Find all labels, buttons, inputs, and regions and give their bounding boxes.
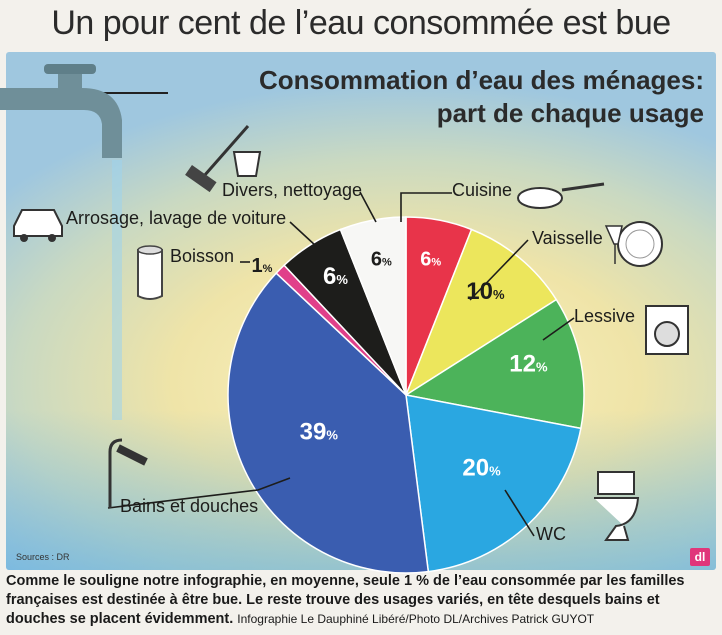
caption-text: Comme le souligne notre infographie, en … [6, 573, 685, 627]
usage-icons [13, 125, 689, 541]
slice-label-lessive: Lessive [574, 306, 635, 326]
slice-value-bains-et-douches: 39% [300, 418, 339, 445]
leader-divers-nettoyage [359, 191, 377, 223]
leader-arrosage-lavage-de-voiture [289, 221, 317, 247]
broom-bucket-icon [185, 125, 262, 193]
sources-note: Sources : DR [16, 552, 70, 562]
washing-machine-icon [645, 305, 689, 355]
plate-glass-icon [604, 221, 663, 267]
faucet-handle [44, 64, 96, 74]
slice-labels: Cuisine Vaisselle Lessive WC Bains et douche… [66, 180, 635, 544]
slice-label-arrosage-lavage-de-voiture: Arrosage, lavage de voiture [66, 208, 286, 228]
pie-slices [227, 216, 585, 574]
chart-decor [0, 64, 122, 420]
slice-label-wc: WC [536, 524, 566, 544]
shower-icon [108, 438, 148, 508]
slice-value-lessive: 12% [509, 351, 548, 378]
slice-bains-et-douches [227, 272, 430, 574]
chart-title-line-2: part de chaque usage [436, 98, 704, 128]
caption: Comme le souligne notre infographie, en … [6, 572, 718, 629]
leader-vaisselle [469, 239, 529, 301]
headline: Un pour cent de l’eau consommée est bue [51, 4, 671, 42]
slice-value-cuisine: 6% [420, 249, 441, 271]
slice-label-cuisine: Cuisine [452, 180, 512, 200]
leader-lessive [542, 317, 575, 341]
caption-credit: Infographie Le Dauphiné Libéré/Photo DL/… [237, 612, 595, 626]
slice-lessive [403, 298, 585, 430]
glass-icon [137, 245, 163, 300]
faucet-icon [0, 74, 122, 158]
leader-wc [504, 489, 535, 537]
slice-vaisselle [404, 228, 558, 397]
slice-value-boisson: 1% [252, 255, 273, 277]
pan-icon [517, 182, 605, 209]
slice-value-vaisselle: 10% [466, 278, 505, 305]
slice-label-vaisselle: Vaisselle [532, 228, 603, 248]
publisher-logo: dl [690, 548, 710, 566]
chart-title: Consommation d’eau des ménages: part de … [259, 64, 704, 130]
toilet-icon [594, 471, 640, 541]
water-stream [112, 160, 122, 420]
chart-title-line-1: Consommation d’eau des ménages: [259, 65, 704, 95]
slice-label-divers-nettoyage: Divers, nettoyage [222, 180, 362, 200]
title-rule [96, 92, 168, 94]
slice-values: 6% 10% 12% 20% 39% 1% 6% 6% [252, 249, 548, 482]
slice-value-divers-nettoyage: 6% [371, 249, 392, 271]
slice-value-wc: 20% [462, 454, 501, 481]
slice-value-arrosage-lavage-de-voiture: 6% [323, 263, 348, 290]
slice-divers-nettoyage [339, 216, 407, 396]
leader-bains-et-douches [107, 477, 291, 509]
leader-cuisine [400, 192, 452, 222]
slice-label-bains-et-douches: Bains et douches [120, 496, 258, 516]
car-icon [13, 209, 63, 242]
slice-label-boisson: Boisson [170, 246, 234, 266]
